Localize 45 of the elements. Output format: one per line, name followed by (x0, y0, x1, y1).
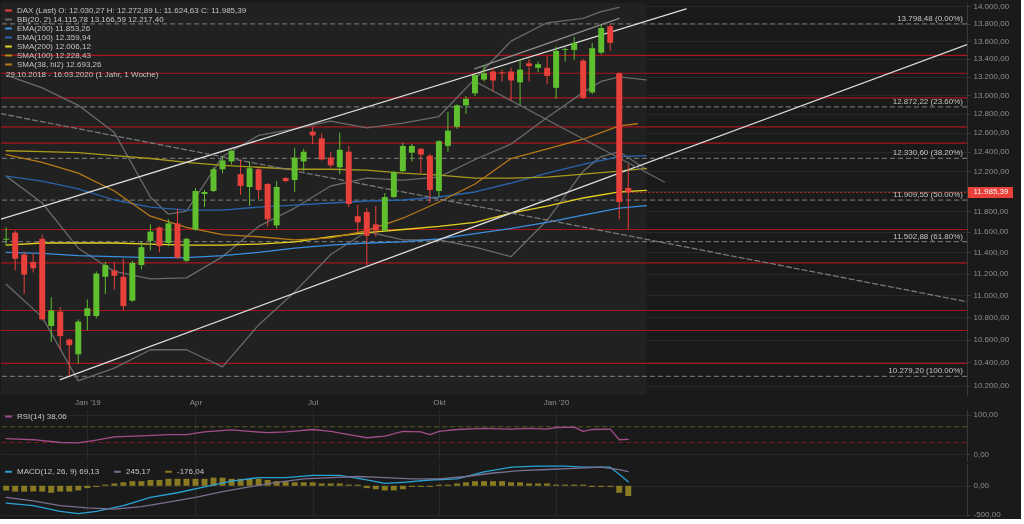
y-tick-label: 10.400,00 (973, 357, 1010, 367)
y-tick-label: 12.800,00 (973, 109, 1010, 119)
y-tick-label: 10.600,00 (973, 335, 1010, 345)
y-tick-label: 13.600,00 (973, 36, 1010, 46)
y-tick-label: 14.000,00 (973, 1, 1010, 11)
y-tick-label: 12.400,00 (973, 147, 1010, 157)
y-tick-label: 10.800,00 (973, 312, 1010, 322)
y-tick-label: -500,00 (973, 510, 1002, 520)
y-tick-label: 11.400,00 (973, 247, 1010, 257)
ref-line-label: 11.502,88 (61.80%) (893, 231, 964, 241)
y-tick-label: 10.200,00 (973, 381, 1010, 391)
legend-label: 245,17 (126, 466, 152, 476)
x-tick-label: Okt (433, 397, 447, 407)
annotation: 11.985,39 (973, 187, 1010, 197)
y-tick-label: 0,00 (973, 481, 990, 491)
x-tick-label: Jul (308, 397, 319, 407)
ref-line-label: 13.798,48 (0.00%) (897, 13, 964, 23)
y-tick-label: 11.000,00 (973, 290, 1010, 300)
legend-label: MACD(12, 26, 9) 69,13 (17, 466, 100, 476)
y-tick-label: 11.600,00 (973, 227, 1010, 237)
y-tick-label: 0,00 (973, 449, 990, 459)
legend-label: BB(20, 2) 14.115,78 13.166,59 12.217,40 (17, 14, 165, 24)
y-tick-label: 100,00 (973, 410, 999, 420)
legend-label: EMA(200) 11.853,26 (17, 23, 91, 33)
legend-label: SMA(38, hl2) 12.693,26 (17, 59, 103, 69)
ref-line-label: 10.279,20 (100.00%) (888, 366, 964, 376)
y-tick-label: 11.200,00 (973, 269, 1010, 279)
ref-line-label: 12.872,22 (23.60%) (892, 96, 964, 106)
y-tick-label: 13.200,00 (973, 72, 1010, 82)
y-tick-label: 12.600,00 (973, 128, 1010, 138)
y-tick-label: 12.200,00 (973, 166, 1010, 176)
x-tick-label: Jan '19 (75, 397, 102, 407)
legend-label: DAX (Last) O: 12.030,27 H: 12.272,89 L: 11.624,63 C: 11.985,39 (17, 5, 247, 15)
y-tick-label: 13.000,00 (973, 90, 1010, 100)
ref-line-label: 12.330,60 (38.20%) (892, 148, 964, 158)
y-tick-label: 11.800,00 (973, 206, 1010, 216)
legend-label: -176,04 (177, 466, 205, 476)
legend-label: RSI(14) 38,06 (17, 411, 68, 421)
y-tick-label: 13.800,00 (973, 19, 1010, 29)
legend-label: SMA(200) 12.006,12 (17, 41, 92, 51)
legend-label: EMA(100) 12.359,94 (17, 32, 92, 42)
y-tick-label: 13.400,00 (973, 54, 1010, 64)
ref-line-label: 11.909,55 (50.00%) (893, 190, 964, 200)
x-tick-label: Jan '20 (543, 397, 570, 407)
x-tick-label: Apr (189, 397, 203, 407)
